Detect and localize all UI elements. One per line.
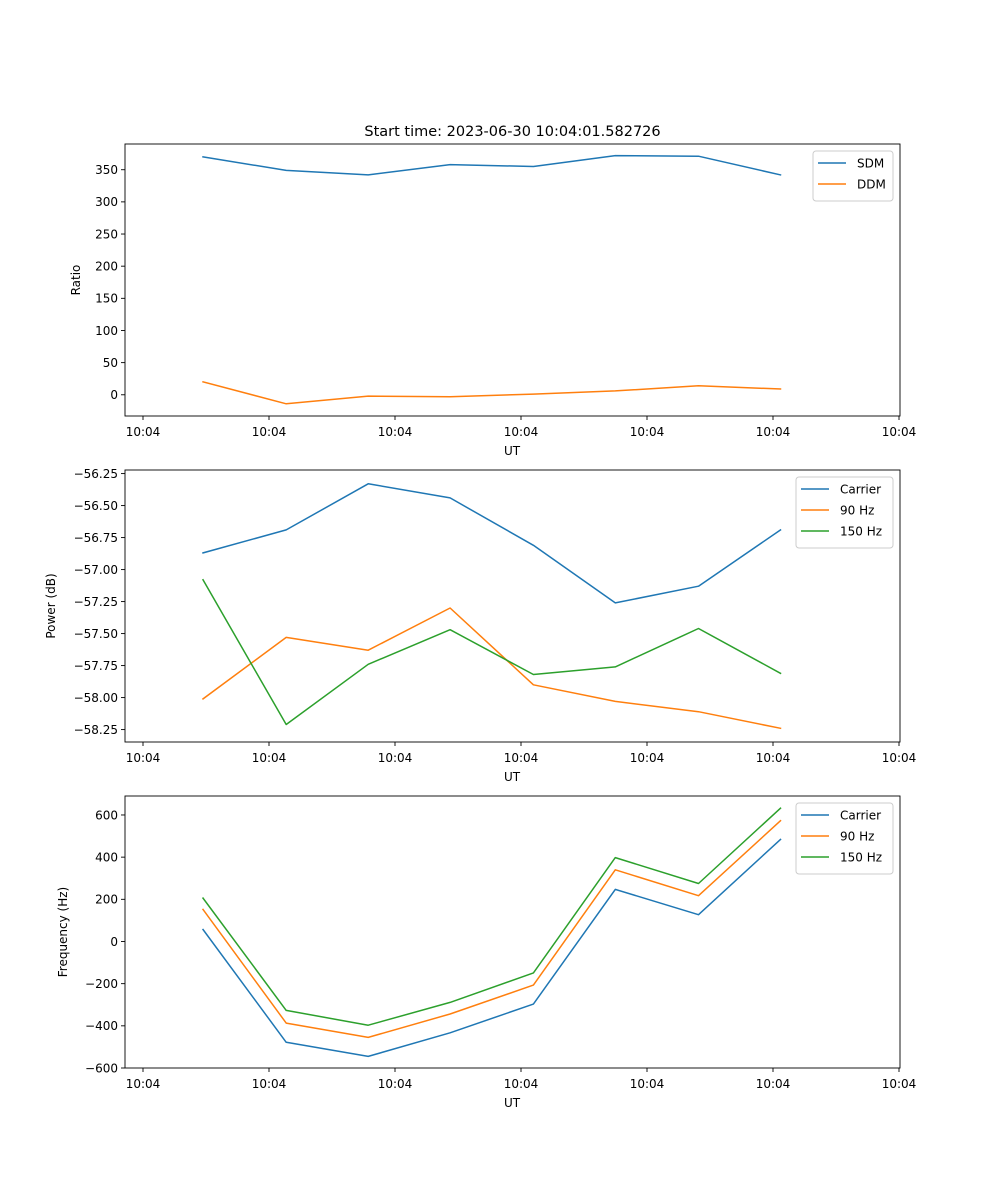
chart-panel-3: 10:0410:0410:0410:0410:0410:0410:0410:05… [56, 795, 917, 1110]
legend-label: SDM [857, 156, 884, 170]
y-tick-label: −58.25 [74, 723, 118, 737]
x-tick-label: 10:04 [882, 425, 917, 439]
y-tick-label: 100 [95, 324, 118, 338]
x-tick-label: 10:04 [378, 751, 413, 765]
y-tick-label: 200 [95, 893, 118, 907]
y-tick-label: 300 [95, 195, 118, 209]
legend: Carrier 90 Hz 150 Hz [795, 476, 894, 549]
x-tick-label: 10:04 [126, 751, 161, 765]
chart-panel-1: 10:0410:0410:0410:0410:0410:0410:0410:05… [69, 143, 917, 458]
x-axis-label: UT [504, 770, 521, 784]
x-tick-label: 10:04 [252, 425, 287, 439]
x-tick-label: 10:04 [756, 425, 791, 439]
legend-label: DDM [857, 177, 886, 191]
legend: Carrier 90 Hz 150 Hz [795, 802, 894, 875]
series-line-sdm [202, 154, 782, 176]
x-tick-label: 10:04 [882, 1077, 917, 1091]
y-tick-label: −57.75 [74, 659, 118, 673]
x-tick-label: 10:04 [630, 425, 665, 439]
axes-frame [124, 143, 901, 417]
chart-panels: 10:0410:0410:0410:0410:0410:0410:0410:05… [44, 143, 917, 1110]
legend-label: 150 Hz [840, 524, 882, 538]
x-tick-label: 10:04 [882, 751, 917, 765]
y-axis-label: Power (dB) [44, 573, 58, 638]
y-tick-label: 200 [95, 259, 118, 273]
series-line-carrier [201, 838, 782, 1058]
x-tick-label: 10:04 [378, 1077, 413, 1091]
y-tick-label: −57.00 [74, 563, 118, 577]
y-axis-label: Frequency (Hz) [56, 887, 70, 978]
y-tick-label: 0 [110, 388, 118, 402]
y-tick-label: 350 [95, 163, 118, 177]
x-tick-label: 10:04 [756, 1077, 791, 1091]
x-tick-label: 10:04 [252, 751, 287, 765]
y-tick-label: −56.25 [74, 467, 118, 481]
x-tick-label: 10:04 [504, 1077, 539, 1091]
y-tick-label: −200 [85, 977, 118, 991]
x-tick-label: 10:04 [126, 425, 161, 439]
series-line-ddm [202, 380, 782, 405]
x-tick-label: 10:04 [252, 1077, 287, 1091]
y-tick-label: −400 [85, 1019, 118, 1033]
y-tick-label: 250 [95, 227, 118, 241]
legend-label: Carrier [840, 482, 881, 496]
x-axis-label: UT [504, 444, 521, 458]
y-tick-label: 0 [110, 935, 118, 949]
legend-label: 150 Hz [840, 850, 882, 864]
series-line-carrier [202, 483, 782, 604]
x-axis-label: UT [504, 1096, 521, 1110]
series-line-150-hz [201, 807, 782, 1026]
x-tick-label: 10:04 [630, 751, 665, 765]
legend-label: 90 Hz [840, 829, 874, 843]
y-tick-label: 50 [103, 356, 118, 370]
series-line-150-hz [201, 578, 782, 726]
y-tick-label: 600 [95, 808, 118, 822]
axes-frame [124, 795, 901, 1069]
y-tick-label: −57.50 [74, 627, 118, 641]
legend-label: 90 Hz [840, 503, 874, 517]
x-tick-label: 10:04 [630, 1077, 665, 1091]
series-line-90-hz [201, 819, 782, 1039]
y-tick-label: −56.50 [74, 499, 118, 513]
axes-frame [124, 469, 901, 743]
y-tick-label: −58.00 [74, 691, 118, 705]
y-tick-label: 150 [95, 292, 118, 306]
x-tick-label: 10:04 [378, 425, 413, 439]
series-line-90-hz [201, 607, 782, 730]
legend-label: Carrier [840, 808, 881, 822]
x-tick-label: 10:04 [756, 751, 791, 765]
x-tick-label: 10:04 [504, 425, 539, 439]
y-tick-label: −600 [85, 1061, 118, 1075]
y-axis-label: Ratio [69, 265, 83, 296]
figure-title: Start time: 2023-06-30 10:04:01.582726 [364, 124, 660, 140]
x-tick-label: 10:04 [504, 751, 539, 765]
y-tick-label: −57.25 [74, 595, 118, 609]
chart-panel-2: 10:0410:0410:0410:0410:0410:0410:0410:05… [44, 467, 917, 784]
x-tick-label: 10:04 [126, 1077, 161, 1091]
y-tick-label: −56.75 [74, 531, 118, 545]
legend: SDM DDM [812, 150, 894, 202]
y-tick-label: 400 [95, 850, 118, 864]
